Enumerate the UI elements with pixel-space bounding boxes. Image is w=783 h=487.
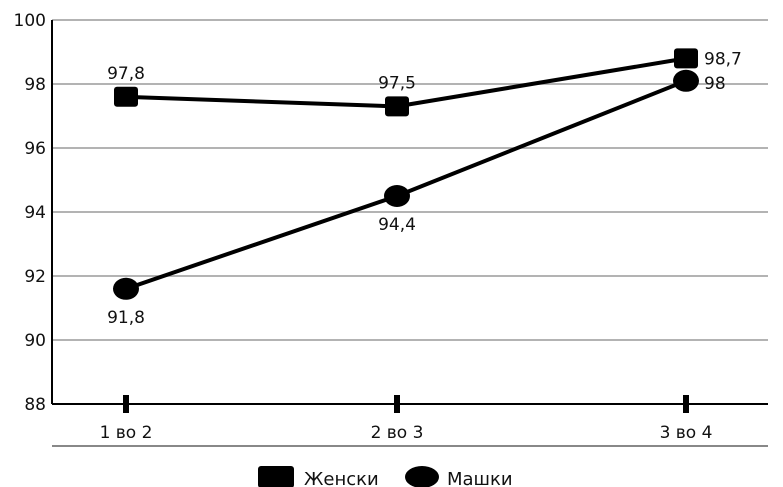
- legend-label: Машки: [447, 469, 513, 487]
- x-tick-mark: [683, 395, 689, 413]
- x-tick-label: 1 во 2: [100, 423, 153, 443]
- y-tick-label: 92: [24, 267, 46, 287]
- data-label: 98: [704, 74, 726, 94]
- x-axis-ticks: 1 во 2 2 во 3 3 во 4: [100, 395, 713, 443]
- legend-square-icon: [258, 466, 294, 487]
- y-tick-label: 100: [14, 11, 46, 31]
- x-tick-label: 3 во 4: [660, 423, 713, 443]
- y-tick-label: 88: [24, 395, 46, 415]
- square-marker: [385, 96, 409, 117]
- square-marker: [114, 86, 138, 107]
- legend: Женски Машки: [258, 466, 513, 487]
- y-tick-label: 98: [24, 75, 46, 95]
- data-label: 97,8: [107, 64, 145, 84]
- x-tick-mark: [394, 395, 400, 413]
- legend-label: Женски: [304, 469, 379, 487]
- y-tick-label: 96: [24, 139, 46, 159]
- x-tick-mark: [123, 395, 129, 413]
- series-layer: 97,8 97,5 98,7 91,8 94,4 98: [107, 48, 742, 328]
- circle-marker: [384, 185, 410, 207]
- y-tick-label: 90: [24, 331, 46, 351]
- data-label: 98,7: [704, 49, 742, 69]
- y-tick-label: 94: [24, 203, 46, 223]
- y-axis-tick-labels: 100 98 96 94 92 90 88: [14, 11, 46, 415]
- data-label: 91,8: [107, 308, 145, 328]
- square-marker: [674, 48, 698, 69]
- x-tick-label: 2 во 3: [371, 423, 424, 443]
- data-label: 94,4: [378, 215, 416, 235]
- legend-circle-icon: [405, 466, 439, 487]
- grid-lines: [52, 19, 768, 341]
- data-label: 97,5: [378, 73, 416, 93]
- circle-marker: [673, 69, 699, 92]
- circle-marker: [113, 277, 139, 300]
